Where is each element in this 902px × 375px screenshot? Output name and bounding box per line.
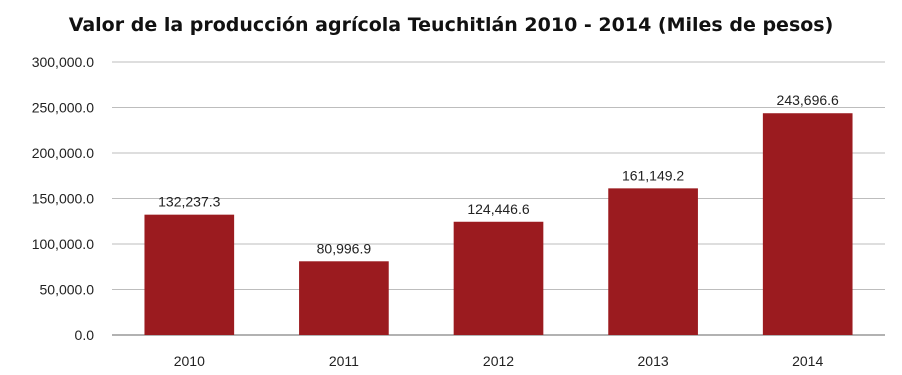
data-label: 161,149.2 — [622, 167, 684, 183]
x-axis-category-labels: 2010 2011 2012 2013 2014 — [174, 353, 824, 369]
y-tick-label: 0.0 — [75, 327, 95, 343]
x-category-label: 2012 — [483, 353, 514, 369]
y-tick-label: 200,000.0 — [32, 145, 94, 161]
x-category-label: 2011 — [329, 353, 359, 369]
data-label: 124,446.6 — [467, 201, 529, 217]
bar-2010 — [144, 214, 235, 335]
y-tick-label: 250,000.0 — [32, 100, 94, 116]
x-category-label: 2010 — [174, 353, 205, 369]
data-label: 80,996.9 — [317, 240, 372, 256]
y-tick-label: 300,000.0 — [32, 54, 94, 70]
data-label: 132,237.3 — [158, 194, 220, 210]
bars — [144, 113, 853, 336]
bar-2012 — [453, 221, 544, 335]
chart-title: Valor de la producción agrícola Teuchitl… — [68, 14, 834, 36]
y-tick-label: 150,000.0 — [32, 191, 94, 207]
y-tick-label: 100,000.0 — [32, 236, 94, 252]
y-axis-tick-labels: 0.0 50,000.0 100,000.0 150,000.0 200,000.0 25… — [32, 54, 95, 343]
bar-2011 — [299, 261, 389, 335]
y-tick-label: 50,000.0 — [40, 282, 95, 298]
bar-2013 — [608, 188, 698, 335]
x-category-label: 2014 — [792, 353, 823, 369]
data-label: 243,696.6 — [777, 92, 839, 108]
x-category-label: 2013 — [638, 353, 669, 369]
data-labels: 132,237.3 80,996.9 124,446.6 161,149.2 243,6… — [158, 92, 839, 256]
bar-2014 — [762, 113, 853, 336]
